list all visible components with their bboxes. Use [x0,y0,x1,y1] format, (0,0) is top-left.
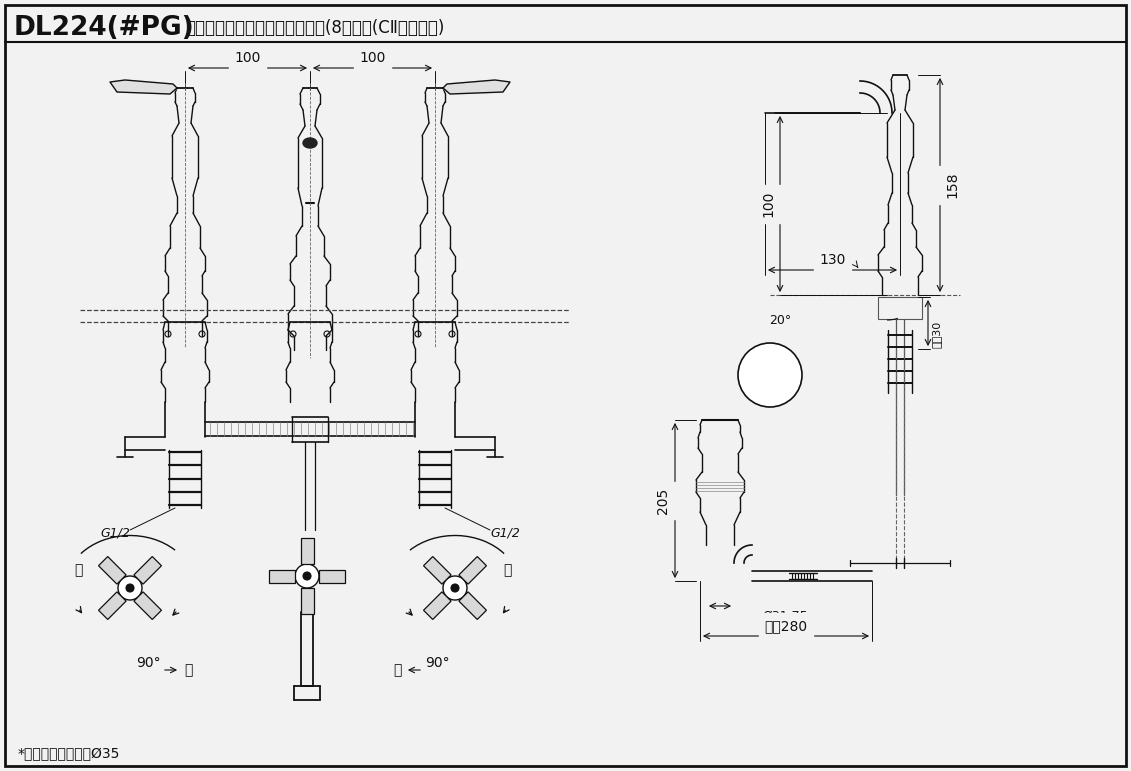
Text: 205: 205 [656,487,670,513]
Circle shape [739,343,802,407]
Polygon shape [133,557,162,584]
Text: 20°: 20° [769,314,791,326]
Text: 闭: 闭 [503,563,511,577]
Polygon shape [423,557,451,584]
Polygon shape [459,557,486,584]
Polygon shape [301,538,313,564]
Polygon shape [301,588,313,614]
Text: 100: 100 [360,51,386,65]
Text: 130: 130 [819,253,846,267]
Polygon shape [98,592,127,619]
Text: Ø31.75: Ø31.75 [762,610,808,622]
Text: G1/2: G1/2 [100,527,130,540]
Bar [878,297,922,319]
Polygon shape [319,570,345,583]
Circle shape [118,576,143,600]
Text: 开: 开 [184,663,192,677]
Circle shape [443,576,467,600]
Text: 90°: 90° [424,656,449,670]
Text: 158: 158 [946,172,959,198]
Polygon shape [110,80,176,94]
Circle shape [303,572,311,580]
Polygon shape [443,80,510,94]
Text: G1/2: G1/2 [490,527,520,540]
Text: 最大30: 最大30 [932,321,942,348]
Circle shape [295,564,319,588]
Polygon shape [269,570,295,583]
Text: 铜合金台式双柄双控洗面器水嘴(8英寸）(CⅡ古典系列): 铜合金台式双柄双控洗面器水嘴(8英寸）(CⅡ古典系列) [185,19,444,37]
Text: 闭: 闭 [74,563,83,577]
Ellipse shape [303,138,317,148]
Text: 开: 开 [392,663,402,677]
Circle shape [451,584,459,592]
Text: 100: 100 [234,51,260,65]
Text: 最大280: 最大280 [765,619,808,633]
Polygon shape [98,557,127,584]
Text: 100: 100 [761,190,775,217]
Text: DL224(#PG): DL224(#PG) [14,15,195,41]
Polygon shape [133,592,162,619]
Polygon shape [459,592,486,619]
Polygon shape [423,592,451,619]
Text: 90°: 90° [136,656,161,670]
Text: *水嘴安装孔尺寸为Ø35: *水嘴安装孔尺寸为Ø35 [18,747,120,761]
Circle shape [126,584,133,592]
